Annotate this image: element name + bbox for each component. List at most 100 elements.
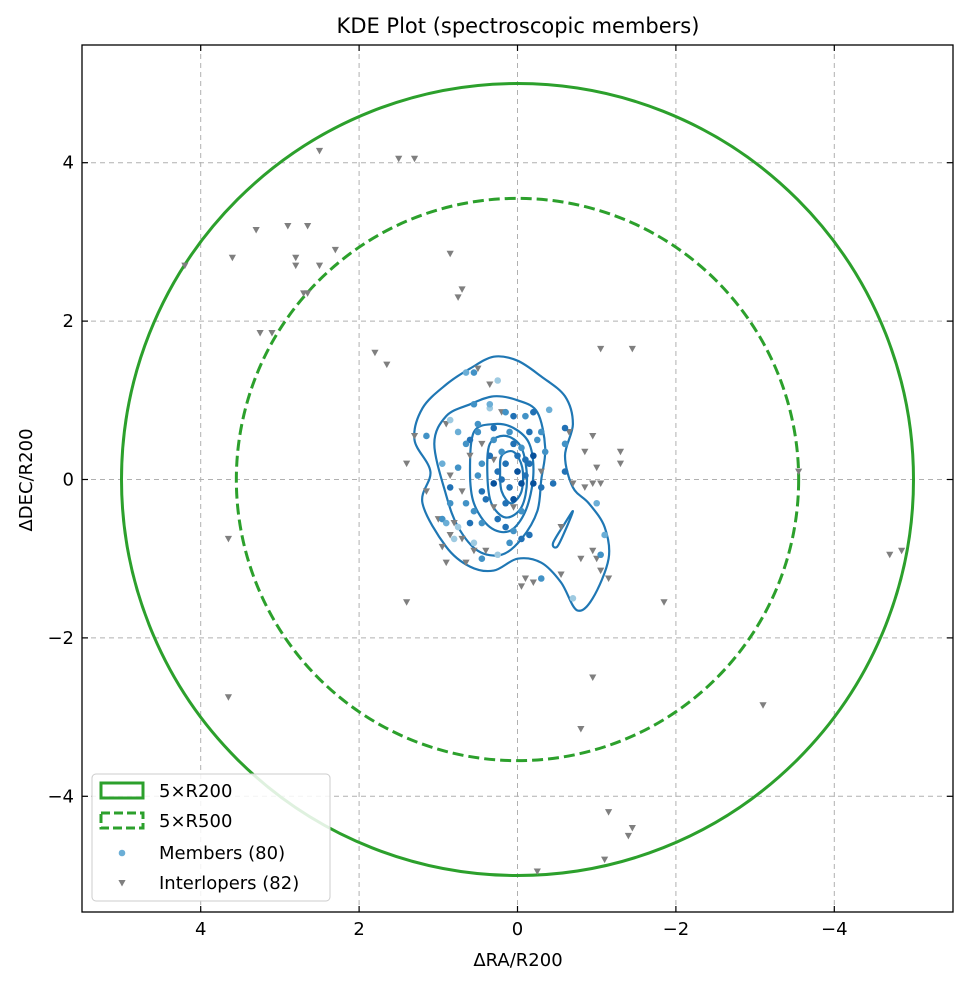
interloper-point (284, 223, 292, 230)
interloper-point (474, 365, 482, 373)
interloper-point (886, 551, 894, 559)
member-point (561, 468, 569, 475)
member-point (541, 448, 549, 456)
interloper-point (181, 262, 189, 270)
x-tick-label: 2 (353, 919, 364, 940)
legend: 5×R200 5×R500 Members (80) Interlopers (82) (91, 773, 331, 902)
member-point (537, 575, 545, 582)
member-point (474, 472, 482, 479)
member-point (478, 555, 486, 562)
member-point (526, 531, 533, 539)
member-point (502, 499, 509, 507)
member-point (510, 440, 517, 448)
interloper-point (569, 480, 577, 487)
member-point (506, 539, 513, 547)
legend-box (91, 773, 331, 902)
member-point (454, 428, 462, 436)
interloper-point (462, 559, 470, 567)
member-point (438, 460, 446, 467)
interloper-point (589, 547, 597, 555)
member-point (474, 420, 482, 428)
member-point (545, 406, 553, 414)
interloper-point (446, 472, 454, 480)
interloper-point (597, 567, 605, 575)
member-point (478, 488, 486, 495)
member-point (518, 444, 525, 452)
interloper-point (604, 575, 613, 582)
interloper-point (383, 361, 391, 369)
interloper-point (624, 832, 632, 840)
interloper-point (224, 694, 233, 701)
interloper-point (403, 460, 411, 468)
legend-swatch-5r500 (99, 811, 145, 830)
member-point (450, 535, 458, 543)
y-tick-label: 4 (63, 153, 74, 174)
interloper-point (458, 535, 466, 543)
member-point (470, 507, 478, 515)
interloper-point (482, 547, 490, 555)
member-point (454, 523, 462, 531)
interloper-point (557, 571, 565, 579)
interloper-point (597, 480, 605, 487)
interloper-point (593, 464, 601, 472)
kde-contour (486, 434, 529, 519)
interloper-point (256, 329, 264, 337)
interloper-point (628, 824, 636, 832)
member-point (478, 460, 486, 467)
member-point (482, 496, 490, 503)
member-point (514, 452, 521, 460)
interloper-point (422, 488, 431, 495)
interloper-point (403, 599, 411, 606)
interloper-point (410, 432, 419, 440)
member-point (530, 408, 537, 416)
member-point (522, 412, 529, 420)
interloper-point (581, 484, 589, 491)
member-point (522, 472, 529, 479)
plot-area: 4 2 0 −2 −4 4 2 0 −2 −4 (47, 44, 954, 940)
interloper-point (759, 702, 767, 709)
member-point (561, 424, 569, 432)
x-tick-label: −2 (663, 919, 690, 940)
member-point (490, 436, 498, 444)
grid (82, 45, 953, 912)
interloper-point (478, 440, 486, 448)
member-point (498, 476, 505, 483)
interloper-point (577, 725, 585, 733)
legend-label-members: Members (80) (159, 843, 285, 864)
x-tick-label: 4 (195, 919, 206, 940)
interloper-point (589, 480, 597, 487)
y-tick-label: 0 (63, 470, 74, 491)
member-point (526, 428, 533, 436)
interloper-point (577, 555, 585, 563)
member-point (494, 468, 502, 475)
member-point (486, 452, 494, 460)
member-point (494, 515, 502, 523)
interloper-point (616, 448, 625, 456)
interloper-point (304, 290, 312, 297)
interloper-point (589, 674, 597, 681)
x-axis-label: ΔRA/R200 (473, 950, 562, 971)
member-point (502, 408, 509, 416)
interloper-point (292, 254, 300, 262)
interloper-point (442, 421, 450, 428)
interloper-point (898, 547, 906, 555)
member-point (510, 496, 517, 503)
interloper-point (438, 543, 446, 551)
interloper-point (458, 286, 466, 293)
interloper-point (268, 329, 276, 337)
member-point (593, 499, 600, 507)
interloper-point (660, 599, 668, 606)
member-point (518, 535, 525, 543)
interloper-point (581, 448, 589, 456)
interloper-point (304, 223, 312, 230)
member-point (514, 468, 521, 475)
interloper-point (529, 579, 537, 586)
legend-swatch-interlopers (118, 880, 126, 887)
kde-contours (413, 355, 611, 612)
kde-contour (551, 510, 575, 549)
legend-swatch-members (118, 849, 126, 857)
member-point (510, 412, 517, 420)
member-point (518, 507, 525, 515)
member-point (423, 432, 430, 440)
